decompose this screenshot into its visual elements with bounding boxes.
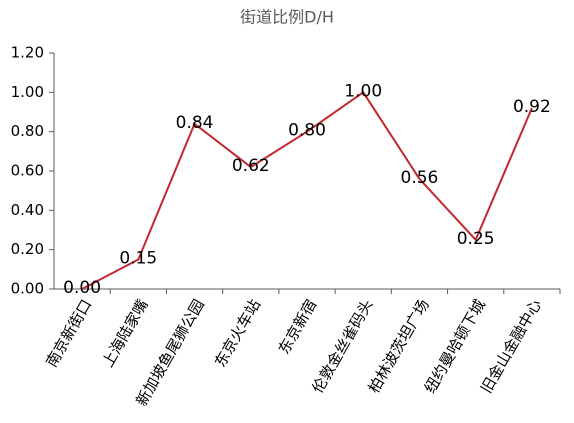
- x-tick-label: 柏林波茨坦广场: [365, 296, 433, 396]
- x-tick-label: 旧金山金融中心: [477, 296, 545, 396]
- x-tick-label: 东京新宿: [275, 296, 321, 357]
- x-tick-label: 上海陆家嘴: [99, 296, 152, 370]
- data-label: 1.00: [344, 81, 382, 101]
- data-label: 0.15: [119, 249, 157, 269]
- y-tick-label: 0.00: [11, 280, 44, 298]
- y-tick-label: 0.80: [11, 122, 44, 140]
- data-label: 0.84: [176, 113, 214, 133]
- line: [81, 90, 533, 290]
- data-label: 0.00: [63, 278, 101, 298]
- x-tick-label: 纽约曼哈顿下城: [421, 296, 489, 396]
- data-label: 0.92: [513, 97, 551, 117]
- y-tick-label: 1.20: [11, 44, 44, 62]
- x-tick-label: 南京新街口: [42, 296, 95, 370]
- y-tick-label: 0.40: [11, 201, 44, 219]
- data-label: 0.25: [457, 229, 495, 249]
- data-label: 0.62: [232, 156, 270, 176]
- y-tick-label: 0.20: [11, 240, 44, 258]
- y-tick-label: 0.60: [11, 162, 44, 180]
- x-tick-label: 东京火车站: [211, 296, 264, 370]
- x-tick-label: 伦敦金丝雀码头: [308, 296, 376, 396]
- data-label: 0.56: [401, 168, 439, 188]
- y-tick-label: 1.00: [11, 83, 44, 101]
- data-label: 0.80: [288, 121, 326, 141]
- chart-title: 街道比例D/H: [240, 8, 334, 27]
